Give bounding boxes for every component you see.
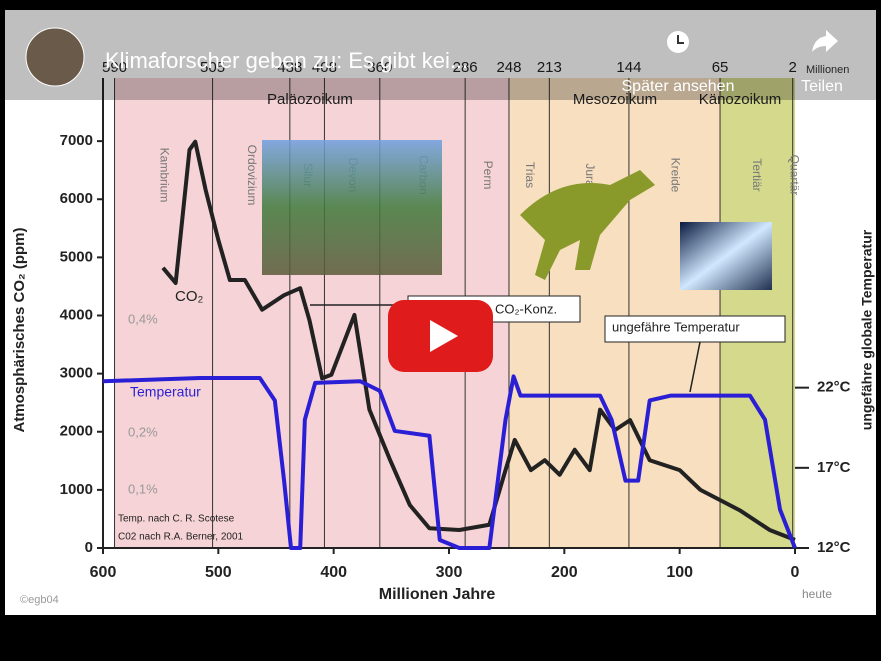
period-band: [792, 78, 795, 548]
boundary-label: 286: [453, 59, 478, 76]
period-band: [114, 78, 213, 548]
era-label: Känozoikum: [699, 91, 782, 108]
boundary-label: 408: [312, 59, 337, 76]
period-label: Jura: [583, 163, 597, 187]
dinosaur-image: [520, 170, 655, 280]
channel-avatar[interactable]: [25, 27, 85, 87]
share-icon[interactable]: [812, 30, 838, 52]
boundary-label: 438: [277, 59, 302, 76]
share-label[interactable]: Teilen: [801, 78, 843, 95]
x-tick-label: 400: [320, 564, 347, 581]
clock-hands: [677, 35, 684, 44]
boundary-label: 213: [537, 59, 562, 76]
watch-later-label[interactable]: Später ansehen: [622, 78, 735, 95]
period-label: Quartär: [788, 155, 802, 196]
boundary-label: 505: [200, 59, 225, 76]
boundary-unit: Millionen: [806, 64, 849, 76]
series-line: [161, 139, 796, 542]
period-label: Tertiär: [750, 158, 764, 191]
y-tick-label: 1000: [60, 481, 93, 498]
overlay: Klimaforscher geben zu: Es gibt kei... S…: [0, 0, 881, 100]
period-band: [720, 78, 793, 548]
y-tick-label: 0: [85, 539, 93, 556]
space-image: [680, 222, 772, 290]
boundary-label: 144: [616, 59, 641, 76]
video-title[interactable]: Klimaforscher geben zu: Es gibt kei...: [105, 48, 468, 73]
y2-tick-label: 17°C: [817, 459, 851, 476]
boundary-label: 360: [367, 59, 392, 76]
period-label: Perm: [481, 161, 495, 190]
y-tick-label: 4000: [60, 306, 93, 323]
y-tick-label: 3000: [60, 365, 93, 382]
annotation: C02 nach R.A. Berner, 2001: [118, 532, 244, 543]
boundary-label: 65: [712, 59, 729, 76]
period-label: Trias: [523, 162, 537, 188]
y2-axis-label: ungefähre globale Temperatur: [859, 229, 875, 430]
x-tick-label: 200: [551, 564, 578, 581]
y2-tick-label: 22°C: [817, 379, 851, 396]
period-label: Kreide: [668, 158, 682, 193]
period-label: Kambrium: [157, 148, 171, 203]
boundary-label: 248: [496, 59, 521, 76]
period-label: Ordovizium: [245, 145, 259, 206]
series-line: [102, 374, 797, 550]
title-shade: [0, 0, 881, 100]
y-tick-label: 5000: [60, 248, 93, 265]
period-band: [628, 78, 721, 548]
y-tick-label: 7000: [60, 132, 93, 149]
boundary-label: 590: [102, 59, 127, 76]
annotation: 0,2%: [128, 424, 158, 439]
y-axis-label: Atmosphärisches CO₂ (ppm): [11, 227, 28, 432]
annotation: CO₂: [175, 288, 204, 305]
annotation-box: [604, 315, 786, 343]
annotation-arrow: [689, 341, 701, 393]
x-tick-label: 600: [90, 564, 117, 581]
y-tick-label: 2000: [60, 423, 93, 440]
annotation: ©egb04: [20, 594, 59, 606]
annotation: 0,1%: [128, 481, 158, 496]
era-label: Paläozoikum: [267, 91, 353, 108]
x-end-label: heute: [802, 587, 832, 601]
x-tick-label: 100: [666, 564, 693, 581]
annotation: 0,4%: [128, 311, 158, 326]
annotation: Temperatur: [130, 384, 201, 400]
play-icon[interactable]: [430, 320, 458, 352]
x-axis-label: Millionen Jahre: [379, 586, 496, 603]
y2-tick-label: 12°C: [817, 539, 851, 556]
x-tick-label: 0: [791, 564, 800, 581]
annotation: Temp. nach C. R. Scotese: [118, 514, 235, 525]
x-tick-label: 300: [436, 564, 463, 581]
annotation: CO₂-Konz.: [495, 301, 557, 316]
boundary-label: 2: [789, 59, 797, 76]
y-tick-label: 6000: [60, 190, 93, 207]
play-button[interactable]: [388, 300, 493, 372]
x-tick-label: 500: [205, 564, 232, 581]
annotation: ungefähre Temperatur: [612, 319, 740, 334]
era-label: Mesozoikum: [573, 91, 657, 108]
forest-image: [262, 140, 442, 275]
